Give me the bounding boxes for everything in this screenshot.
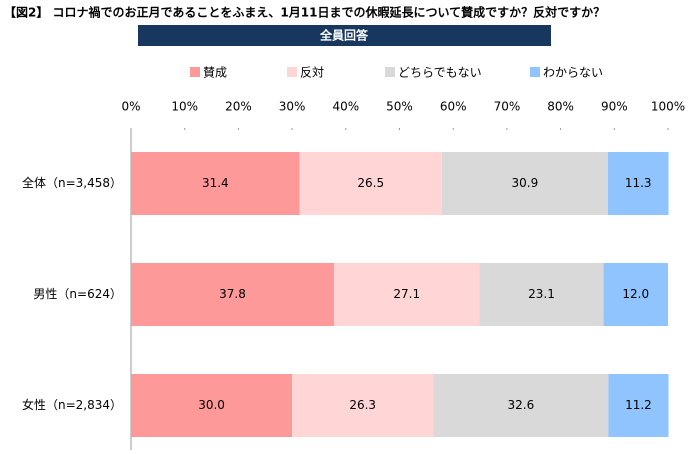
x-tick-label: 70% xyxy=(494,100,521,114)
y-tick-label: 女性（n=2,834） xyxy=(22,397,122,412)
x-tick-label: 90% xyxy=(601,100,628,114)
data-label: 12.0 xyxy=(622,287,649,301)
data-label: 11.2 xyxy=(625,398,652,412)
data-label: 30.0 xyxy=(198,398,225,412)
y-tick-label: 男性（n=624） xyxy=(33,287,122,301)
data-label: 32.6 xyxy=(508,398,535,412)
bar-segment xyxy=(131,263,334,326)
legend-label: わからない xyxy=(543,66,603,80)
data-label: 27.1 xyxy=(393,287,420,301)
legend-swatch xyxy=(287,67,297,77)
data-label: 26.3 xyxy=(349,398,376,412)
x-tick-label: 50% xyxy=(386,100,413,114)
legend-label: 賛成 xyxy=(203,66,227,80)
y-tick-label: 全体（n=3,458） xyxy=(22,175,122,190)
chart-title: 【図2】 コロナ禍でのお正月であることをふまえ、1月11日までの休暇延長について… xyxy=(4,5,605,20)
x-tick-label: 60% xyxy=(440,100,467,114)
x-tick-label: 100% xyxy=(651,100,685,114)
bar-segment xyxy=(433,374,609,437)
legend-label: 反対 xyxy=(300,66,324,80)
chart-subtitle: 全員回答 xyxy=(319,28,369,43)
x-tick-label: 20% xyxy=(225,100,252,114)
legend-swatch xyxy=(385,67,395,77)
data-label: 31.4 xyxy=(202,176,229,190)
data-label: 26.5 xyxy=(357,176,384,190)
bar-segment xyxy=(608,374,669,437)
bar-segment xyxy=(441,152,608,215)
data-label: 23.1 xyxy=(528,287,555,301)
data-label: 11.3 xyxy=(625,176,652,190)
bar-segment xyxy=(131,374,293,437)
bar-segment xyxy=(131,152,300,215)
bar-segment xyxy=(292,374,434,437)
x-tick-label: 80% xyxy=(547,100,574,114)
data-label: 30.9 xyxy=(512,176,539,190)
x-tick-label: 40% xyxy=(332,100,359,114)
bar-segment xyxy=(333,263,480,326)
subtitle-box xyxy=(138,25,551,46)
legend-swatch xyxy=(190,67,200,77)
legend-label: どちらでもない xyxy=(398,66,482,80)
bar-segment xyxy=(299,152,442,215)
x-tick-label: 30% xyxy=(279,100,306,114)
x-tick-label: 0% xyxy=(121,100,140,114)
bar-segment xyxy=(479,263,604,326)
legend-swatch xyxy=(530,67,540,77)
bar-segment xyxy=(607,152,669,215)
bar-segment xyxy=(603,263,668,326)
data-label: 37.8 xyxy=(219,287,246,301)
x-tick-label: 10% xyxy=(171,100,198,114)
